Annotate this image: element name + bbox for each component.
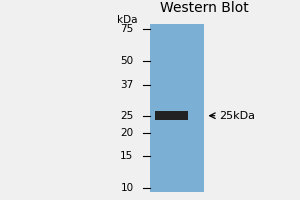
Text: 75: 75 xyxy=(120,24,134,34)
Text: Western Blot: Western Blot xyxy=(160,1,248,15)
Text: 50: 50 xyxy=(120,56,134,66)
Text: 37: 37 xyxy=(120,80,134,90)
Text: 10: 10 xyxy=(120,183,134,193)
Text: 25: 25 xyxy=(120,111,134,121)
Bar xyxy=(154,111,188,120)
Bar xyxy=(150,24,204,192)
Text: 20: 20 xyxy=(120,128,134,138)
Text: 25kDa: 25kDa xyxy=(219,111,255,121)
Text: kDa: kDa xyxy=(118,15,138,25)
Text: 15: 15 xyxy=(120,151,134,161)
